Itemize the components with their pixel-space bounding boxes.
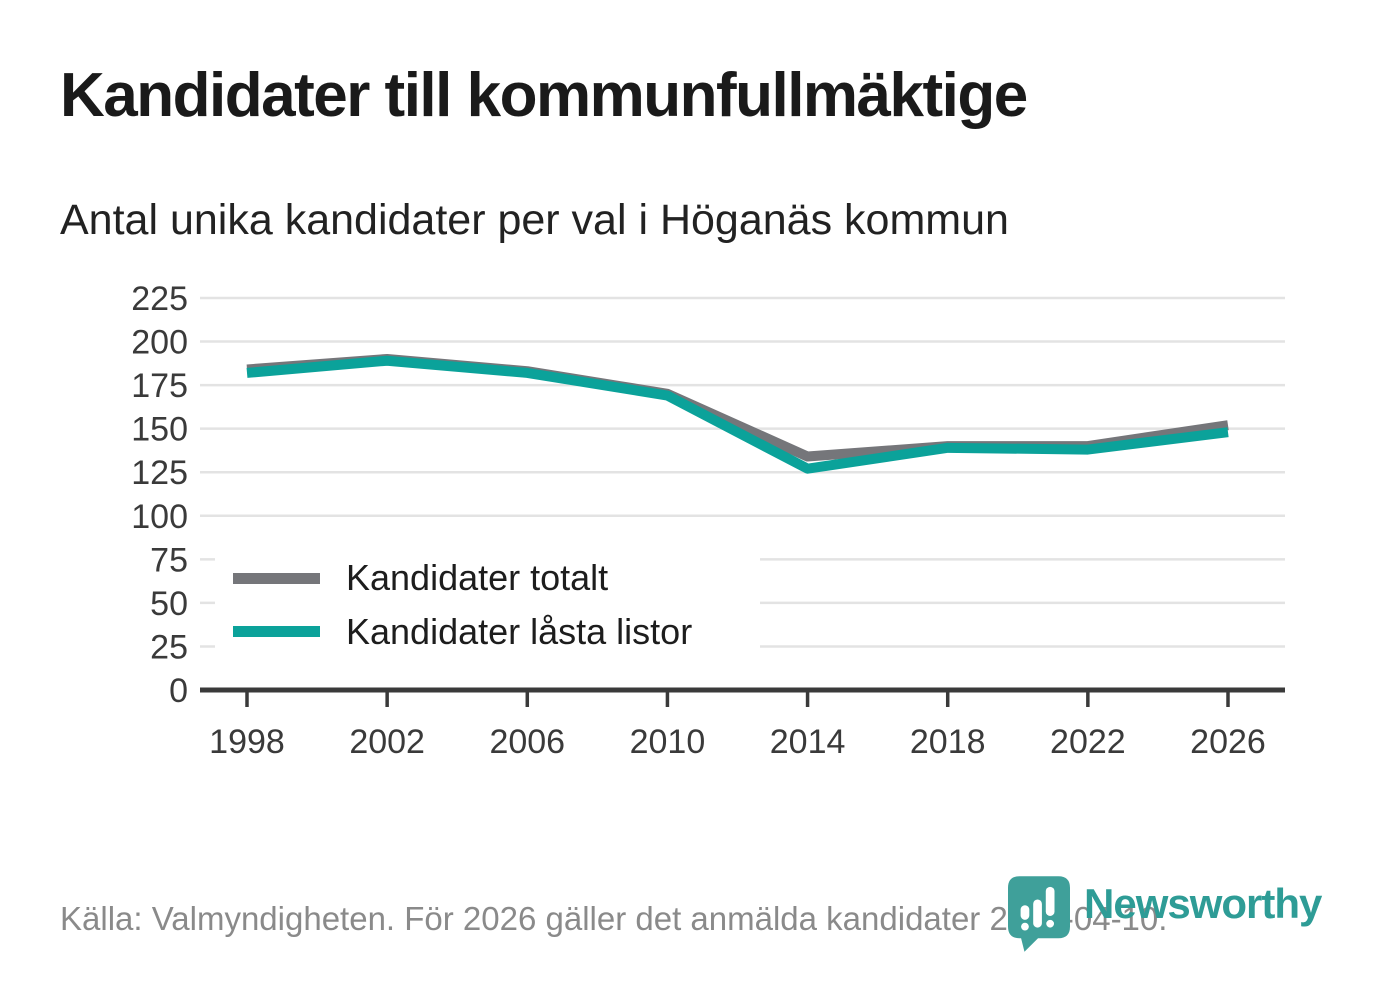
- legend-swatch-lasta-listor: [233, 626, 320, 638]
- x-tick-label: 2006: [489, 723, 565, 761]
- x-tick-label: 2002: [349, 723, 425, 761]
- y-tick-label: 0: [169, 672, 188, 710]
- legend-swatch-totalt: [233, 572, 320, 584]
- series-line-kandidater-lasta-listor: [246, 355, 1229, 474]
- y-tick-label: 75: [150, 541, 188, 579]
- page-title: Kandidater till kommunfullmäktige: [60, 61, 1028, 130]
- x-tick-label: 2026: [1190, 723, 1266, 761]
- x-tick-label: 2014: [770, 723, 846, 761]
- x-tick-label: 2018: [910, 723, 986, 761]
- chart-legend: Kandidater totalt Kandidater låsta listo…: [215, 546, 760, 664]
- y-tick-label: 200: [131, 324, 188, 362]
- y-tick-label: 175: [131, 367, 188, 405]
- legend-item-lasta-listor: Kandidater låsta listor: [215, 611, 760, 653]
- newsworthy-logo: Newsworthy: [1008, 876, 1322, 952]
- source-note: Källa: Valmyndigheten. För 2026 gäller d…: [60, 900, 1168, 937]
- y-tick-label: 225: [131, 280, 188, 318]
- series-line-kandidater-totalt: [246, 353, 1229, 462]
- page-subtitle: Antal unika kandidater per val i Höganäs…: [60, 196, 1009, 244]
- legend-item-totalt: Kandidater totalt: [215, 557, 760, 599]
- y-tick-label: 100: [131, 498, 188, 536]
- x-tick-label: 2010: [630, 723, 706, 761]
- x-tick-label: 2022: [1050, 723, 1126, 761]
- legend-label-totalt: Kandidater totalt: [346, 557, 609, 599]
- legend-label-lasta-listor: Kandidater låsta listor: [346, 610, 693, 652]
- y-tick-label: 25: [150, 628, 188, 666]
- y-tick-label: 125: [131, 454, 188, 492]
- y-tick-label: 150: [131, 411, 188, 449]
- bar-chart-speech-bubble-icon: [1008, 876, 1070, 952]
- y-tick-label: 50: [150, 585, 188, 623]
- logo-wordmark: Newsworthy: [1084, 880, 1322, 927]
- x-tick-label: 1998: [209, 723, 285, 761]
